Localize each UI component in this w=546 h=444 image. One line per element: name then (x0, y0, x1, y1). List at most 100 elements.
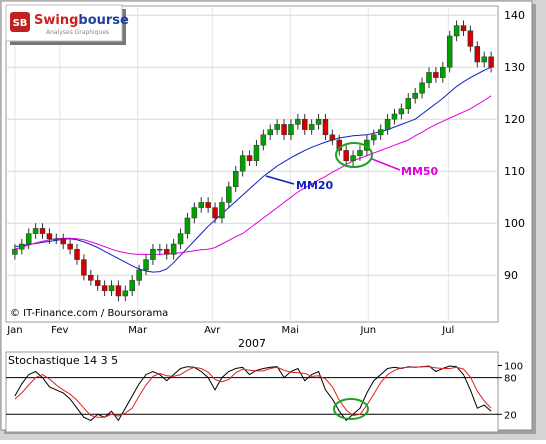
candle-body (32, 228, 39, 234)
y-tick-label: 20 (504, 410, 517, 421)
candle-body (433, 72, 439, 78)
candle-body (246, 155, 253, 162)
label-pointer (265, 175, 295, 185)
candle-body (150, 248, 156, 260)
candle-body (322, 118, 329, 136)
candle-body (308, 124, 315, 130)
candle-body (426, 72, 432, 84)
candle-body (226, 186, 232, 203)
label-pointer (371, 158, 401, 171)
candle-body (184, 217, 191, 234)
candle-body (391, 113, 398, 120)
logo-badge (10, 12, 30, 32)
candle-body (446, 35, 453, 68)
candle-body (170, 243, 177, 255)
candle-body (177, 233, 184, 245)
x-tick-label: Jun (359, 325, 376, 336)
source: © IT-Finance.com / Boursorama (10, 308, 168, 319)
candle-body (315, 118, 322, 125)
candle-body (329, 134, 336, 141)
candle-body (94, 280, 101, 286)
candle-body (25, 233, 32, 245)
candle-body (405, 98, 412, 110)
candle-body (115, 285, 122, 297)
logo-name-b: bourse (78, 13, 129, 28)
candle-body (295, 118, 301, 125)
candle-body (143, 259, 149, 271)
candle-body (39, 228, 46, 234)
candle-body (74, 248, 80, 260)
series-line (14, 366, 492, 418)
y-tick-label: 100 (504, 217, 525, 230)
candle-body (239, 155, 246, 172)
x-tick-label: Jul (441, 325, 454, 336)
candle-body (136, 269, 142, 281)
stoch-title: Stochastique 14 3 5 (8, 354, 118, 367)
x-tick-label: Fev (51, 325, 68, 336)
candle-body (384, 118, 391, 130)
candle-body (343, 150, 349, 162)
logo-tagline: Analyses Graphiques (46, 29, 109, 36)
candle-body (467, 30, 474, 47)
y-tick-label: 120 (504, 113, 525, 126)
y-tick-label: 100 (504, 361, 523, 372)
candle-body (460, 25, 467, 32)
highlight-ellipse (333, 398, 369, 420)
candle-body (357, 150, 363, 156)
series-line (14, 66, 492, 273)
y-tick-label: 80 (504, 374, 517, 385)
y-tick-label: 140 (504, 9, 525, 22)
main-plot (5, 5, 499, 323)
candle-body (440, 66, 446, 78)
candle-body (281, 124, 287, 136)
candle-body (60, 238, 66, 245)
candle-body (88, 274, 94, 281)
candle-body (46, 233, 53, 240)
x-tick-label: Mai (281, 325, 299, 336)
candle-body (101, 285, 108, 292)
candle-body (67, 243, 73, 250)
candle-body (377, 129, 384, 136)
logo-name: Swingbourse (34, 13, 129, 28)
candle-body (260, 134, 267, 146)
candle-body (219, 202, 225, 219)
candle-body (302, 118, 308, 130)
candle-body (453, 25, 460, 37)
candle-body (253, 144, 260, 162)
candle-body (488, 56, 494, 68)
candle-body (53, 238, 60, 241)
y-tick-label: 130 (504, 61, 525, 74)
candle-body (267, 129, 274, 136)
candle-body (274, 124, 280, 130)
candle-body (81, 259, 87, 276)
logo: SB Swingbourse Analyses Graphiques (5, 4, 129, 45)
candle-body (198, 202, 204, 208)
candle-body (398, 108, 405, 115)
x-tick-label: Avr (204, 325, 221, 336)
candle-body (157, 248, 163, 251)
candle-body (163, 248, 170, 255)
candle-body (191, 207, 198, 219)
y-tick-label: 110 (504, 165, 525, 178)
candle-body (481, 56, 487, 63)
logo-badge-text: SB (13, 18, 28, 29)
x-tick-label: Jan (6, 325, 22, 336)
candle-body (19, 243, 25, 250)
candle-body (350, 155, 356, 162)
candle-body (129, 280, 135, 292)
series-label: MM50 (401, 165, 439, 178)
candle-body (122, 290, 129, 297)
candle-body (108, 285, 115, 292)
highlight-ellipse (335, 142, 373, 168)
y-tick-label: 90 (504, 269, 518, 282)
plot (12, 20, 494, 422)
series-line (14, 95, 492, 255)
candle-body (288, 124, 294, 136)
candle-body (212, 207, 218, 219)
x-tick-label: Mar (128, 325, 148, 336)
candle-body (205, 202, 211, 208)
series-label: MM20 (296, 179, 334, 192)
candle-body (12, 248, 18, 255)
